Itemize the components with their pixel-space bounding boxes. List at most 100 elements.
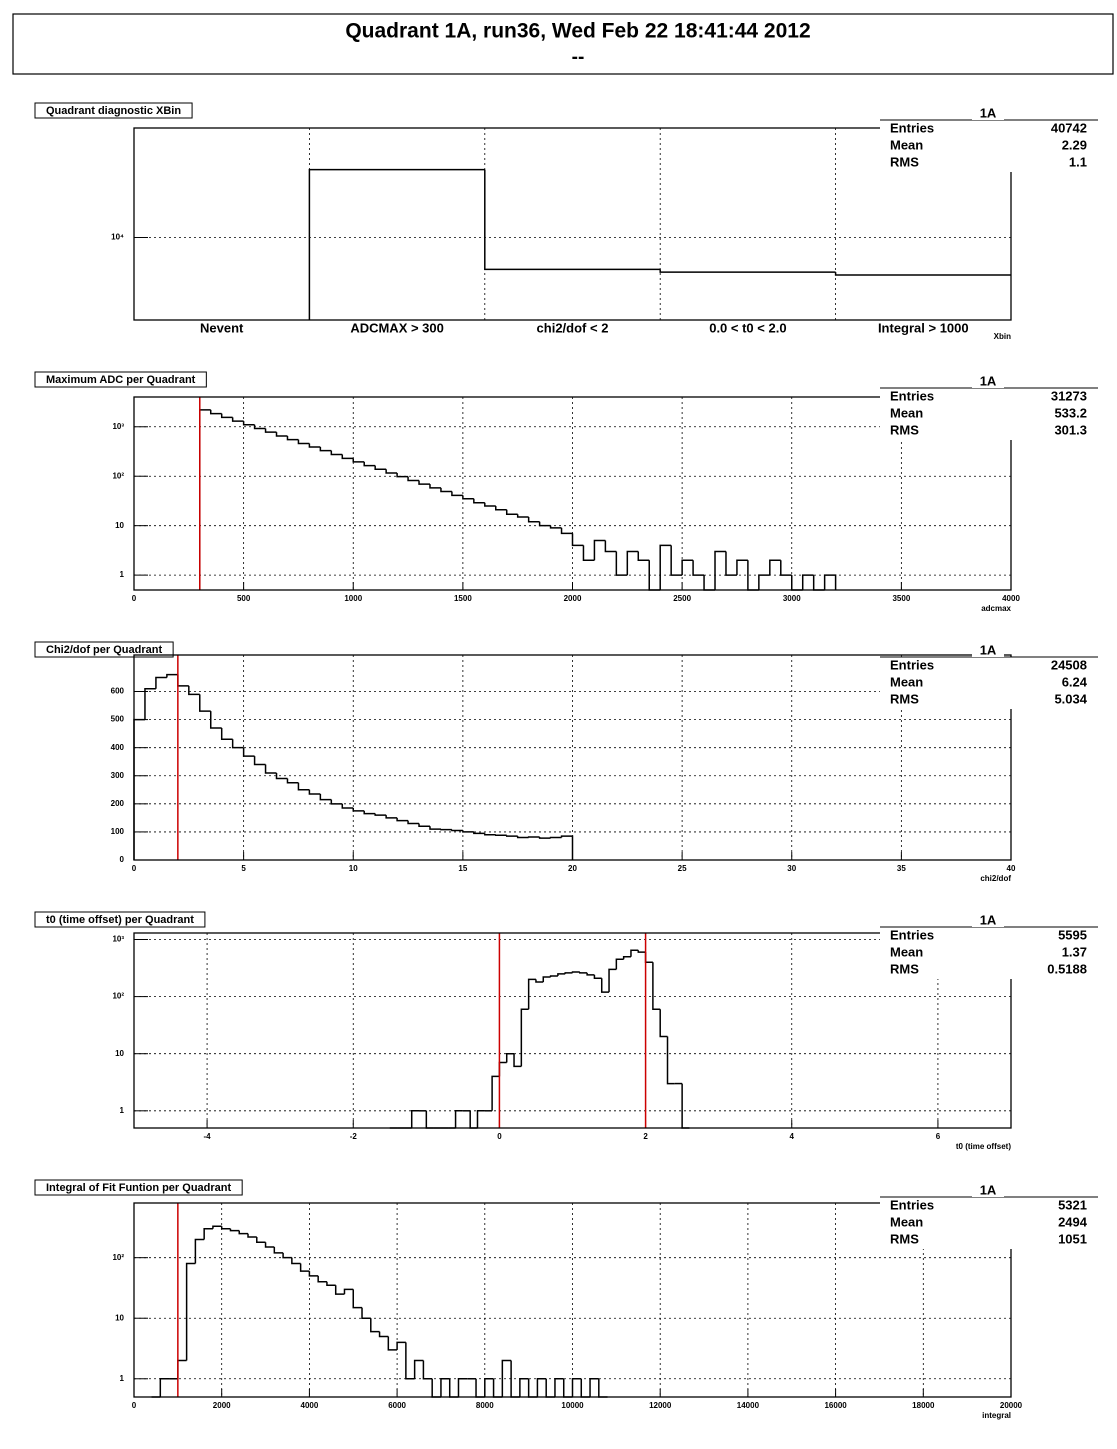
histogram-bin [308, 1271, 319, 1277]
histogram-bin [264, 428, 277, 433]
histogram-bin [484, 1378, 494, 1397]
histogram-bin [199, 694, 211, 712]
y-tick-label: 10⁴ [111, 233, 124, 242]
histogram-bin [429, 484, 441, 489]
histogram-bin [418, 480, 430, 485]
stats-value: 1.37 [1062, 944, 1087, 959]
page-title: Quadrant 1A, run36, Wed Feb 22 18:41:44 … [345, 20, 810, 43]
histogram-bin [579, 971, 588, 974]
histogram-bin [622, 955, 631, 960]
histogram-bin [476, 1110, 485, 1128]
histogram-bin [253, 756, 266, 766]
stats-label: Entries [890, 1197, 934, 1212]
y-tick-label: 1 [120, 1106, 125, 1115]
histogram-bin [791, 575, 803, 591]
histogram-bin [374, 465, 387, 471]
x-tick-label: 6000 [388, 1401, 406, 1410]
histogram-bin [454, 1110, 463, 1128]
histogram-bin [527, 516, 540, 523]
x-tick-label: 0.0 < t0 < 2.0 [709, 320, 786, 335]
histogram-bin [593, 539, 606, 561]
histogram-bin [462, 495, 474, 500]
histogram-bin [736, 559, 748, 576]
stats-value: 1051 [1058, 1231, 1087, 1246]
histogram-bin [608, 968, 617, 993]
stats-label: Entries [890, 120, 934, 135]
panel-title-box [34, 371, 207, 388]
stats-title: 1A [980, 373, 997, 388]
y-tick-label: 100 [111, 827, 125, 836]
histogram-bin [317, 1275, 327, 1283]
histogram-bin [484, 169, 661, 271]
histogram-bin [505, 509, 518, 516]
histogram-bin [473, 498, 485, 504]
histogram-bin [516, 514, 529, 518]
histogram-bin [429, 826, 441, 830]
histogram-bin [431, 1378, 441, 1398]
histogram-bin [451, 829, 463, 832]
histogram-bin [457, 1378, 468, 1397]
x-tick-label: 0 [132, 594, 137, 603]
histogram-bin [703, 575, 716, 591]
stats-label: RMS [890, 1231, 919, 1246]
histogram-bin [520, 1008, 529, 1067]
histogram-bin [363, 810, 376, 815]
histogram-bin [549, 525, 562, 529]
histogram-bin [538, 836, 551, 839]
x-tick-label: 20 [568, 864, 577, 873]
histogram-bin [491, 1075, 500, 1111]
x-tick-label: 30 [787, 864, 796, 873]
y-tick-label: 10 [115, 1313, 124, 1322]
histogram-bin [242, 747, 255, 757]
x-tick-label: 3500 [892, 594, 910, 603]
histogram-bin [413, 1359, 424, 1379]
histogram-bin [801, 574, 814, 590]
histogram-bin [378, 1331, 389, 1338]
histogram-bin [630, 949, 639, 957]
x-tick-label: -2 [350, 1132, 358, 1141]
histogram-bin [343, 1288, 354, 1295]
panel-title: Integral of Fit Funtion per Quadrant [46, 1182, 231, 1194]
x-tick-label: 3000 [783, 594, 801, 603]
x-tick-label: 0 [497, 1132, 502, 1141]
histogram-bin [326, 1281, 336, 1287]
title-box [12, 13, 1114, 75]
histogram-bin [212, 1225, 222, 1229]
x-tick-label: 10 [349, 864, 358, 873]
histogram-bin [527, 978, 536, 1010]
stats-value: 5595 [1058, 927, 1087, 942]
histogram-bin [199, 409, 211, 590]
histogram-bin [231, 417, 244, 422]
histogram-bin [448, 1378, 459, 1398]
histogram-bin [361, 1307, 371, 1319]
histogram-bin [527, 836, 540, 838]
x-tick-label: 1000 [344, 594, 362, 603]
histogram-bin [334, 1285, 345, 1295]
histogram-bin [238, 1230, 249, 1235]
histogram-bin [469, 1110, 478, 1129]
stats-title-bg [972, 107, 1004, 120]
stats-value: 5.034 [1054, 691, 1087, 706]
x-tick-label: 18000 [912, 1401, 935, 1410]
y-tick-label: 1 [120, 1374, 125, 1383]
histogram-bin [769, 559, 781, 576]
y-tick-label: 500 [111, 715, 125, 724]
x-tick-label: 15 [458, 864, 467, 873]
histogram-bin [519, 1378, 529, 1397]
x-tick-label: 10000 [561, 1401, 584, 1410]
histogram-bin [812, 575, 825, 591]
panel-title-box [34, 102, 193, 119]
histogram-bin [545, 1378, 555, 1398]
histogram-bin [286, 778, 299, 784]
histogram-bin [308, 168, 485, 320]
y-tick-label: 10² [112, 1253, 124, 1262]
x-tick-label: 4000 [1002, 594, 1020, 603]
histogram-bin [538, 521, 551, 527]
histogram-bin [670, 545, 683, 576]
histogram-bin [410, 1110, 420, 1128]
stats-title-bg [972, 375, 1004, 388]
y-tick-label: 300 [111, 771, 125, 780]
histogram-bin [571, 1378, 582, 1397]
stats-value: 6.24 [1062, 674, 1088, 689]
histogram-bin [560, 835, 574, 860]
